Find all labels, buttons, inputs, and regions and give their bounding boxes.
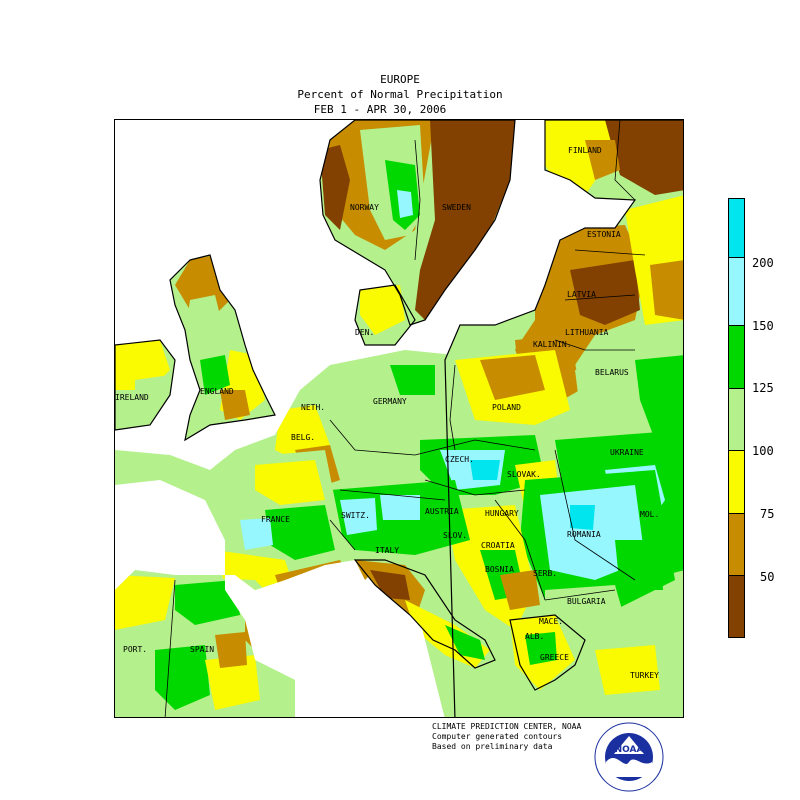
precip-zone-germany-north: [390, 365, 435, 395]
precip-zone-belarus-east: [635, 355, 683, 450]
country-label-bulgaria: BULGARIA: [567, 597, 606, 606]
country-label-mace: MACE.: [539, 617, 563, 626]
precip-zone-norway-wet: [397, 190, 413, 218]
country-label-serb: SERB.: [533, 569, 557, 578]
precip-zone-iberia-south: [205, 655, 260, 710]
country-label-belarus: BELARUS: [595, 368, 629, 377]
precip-zone-iberia-north: [115, 575, 175, 630]
country-label-spain: SPAIN: [190, 645, 214, 654]
country-label-turkey: TURKEY: [630, 671, 659, 680]
precip-zone-czech-very-wet: [470, 460, 500, 480]
country-label-germany: GERMANY: [373, 397, 407, 406]
country-label-bosnia: BOSNIA: [485, 565, 514, 574]
legend-label-75: 75: [760, 507, 775, 521]
precip-zone-iberia-east-dry: [255, 615, 287, 642]
country-label-mol: MOL.: [640, 510, 659, 519]
legend-label-150: 150: [752, 319, 774, 333]
precip-zone-romania-very-wet: [570, 505, 595, 530]
country-label-england: ENGLAND: [200, 387, 234, 396]
precip-zone-austria-wet: [380, 495, 420, 520]
precip-zone-greece-green: [525, 632, 557, 665]
country-label-france: FRANCE: [261, 515, 290, 524]
legend-swatch-150-200: [728, 257, 745, 326]
map-region-title: EUROPE: [380, 73, 420, 86]
precip-zone-italy-south-wet: [445, 625, 485, 660]
country-label-greece: GREECE: [540, 653, 569, 662]
country-label-croatia: CROATIA: [481, 541, 515, 550]
country-label-italy: ITALY: [375, 546, 399, 555]
country-label-den: DEN.: [355, 328, 374, 337]
country-label-austria: AUSTRIA: [425, 507, 459, 516]
precipitation-map: NORWAY SWEDEN FINLAND ESTONIA LATVIA LITHUANI…: [114, 119, 684, 718]
country-label-lithuania: LITHUANIA: [565, 328, 609, 337]
precip-zone-finland-tan: [585, 140, 620, 180]
country-labels: NORWAY SWEDEN FINLAND ESTONIA LATVIA LITHUANI…: [115, 146, 659, 680]
country-label-norway: NORWAY: [350, 203, 379, 212]
country-label-slov: SLOV.: [443, 531, 467, 540]
legend-swatch-50-75: [728, 513, 745, 576]
map-canvas: NORWAY SWEDEN FINLAND ESTONIA LATVIA LITHUANI…: [115, 120, 683, 717]
precip-zone-sweden-dry: [415, 120, 515, 320]
country-label-ukraine: UKRAINE: [610, 448, 644, 457]
precip-zone-france-wet: [240, 518, 273, 550]
precip-zone-iberia-wet: [175, 580, 240, 625]
country-label-czech: CZECH.: [445, 455, 474, 464]
country-label-ireland: IRELAND: [115, 393, 149, 402]
country-label-estonia: ESTONIA: [587, 230, 621, 239]
legend-swatch-125-150: [728, 325, 745, 389]
precip-zone-norway-coast: [320, 145, 350, 230]
precip-zone-france-central: [265, 505, 335, 560]
country-label-slovak: SLOVAK.: [507, 470, 541, 479]
noaa-bird-icon: [614, 736, 644, 754]
noaa-logo: NOAA: [594, 722, 664, 792]
legend-swatch-gt200: [728, 198, 745, 258]
coastlines: [115, 120, 683, 717]
country-borders: [164, 120, 646, 717]
precip-zone-iberia-east: [245, 595, 300, 660]
precip-zone-switzerland-wet: [340, 498, 377, 535]
country-label-kalinin: KALININ.: [533, 340, 572, 349]
precip-zone-turkey-yellow: [595, 645, 660, 695]
legend-label-125: 125: [752, 381, 774, 395]
precip-zone-iberia-southwest: [155, 645, 210, 710]
noaa-wave-icon: [606, 758, 652, 777]
country-label-neth: NETH.: [301, 403, 325, 412]
credit-line-3: Based on preliminary data: [432, 742, 553, 751]
country-label-latvia: LATVIA: [567, 290, 596, 299]
country-label-port: PORT.: [123, 645, 147, 654]
country-label-poland: POLAND: [492, 403, 521, 412]
country-label-hungary: HUNGARY: [485, 509, 519, 518]
country-label-switz: SWITZ.: [341, 511, 370, 520]
precip-zone-iberia-south-dry: [215, 632, 247, 668]
precip-zone-poland-dry: [480, 355, 545, 400]
country-label-alb: ALB.: [525, 632, 544, 641]
precip-zone-russia-tan: [650, 260, 683, 320]
legend-swatch-lt50: [728, 575, 745, 638]
legend-swatch-100-125: [728, 388, 745, 451]
precip-zone-finland-dry: [605, 120, 683, 195]
precip-zone-moldova: [615, 540, 663, 590]
precip-zone-italy-dry: [370, 570, 410, 600]
legend-label-100: 100: [752, 444, 774, 458]
legend-label-50: 50: [760, 570, 775, 584]
country-label-sweden: SWEDEN: [442, 203, 471, 212]
map-period: FEB 1 - APR 30, 2006: [313, 103, 447, 116]
country-label-finland: FINLAND: [568, 146, 602, 155]
precip-zone-england-dry: [220, 390, 250, 420]
credit-line-1: CLIMATE PREDICTION CENTER, NOAA: [432, 722, 582, 731]
precip-zone-france-north: [255, 460, 325, 505]
precip-zone-latvia-dry: [570, 260, 640, 325]
country-label-romania: ROMANIA: [567, 530, 601, 539]
precip-zone-denmark: [360, 285, 405, 335]
noaa-logo-text: NOAA: [615, 745, 644, 755]
precip-zone-serbia-tan: [500, 570, 540, 610]
precip-zone-england-wet: [200, 355, 230, 395]
country-label-belg: BELG.: [291, 433, 315, 442]
precip-zone-scotland-south: [185, 295, 225, 350]
credit-line-2: Computer generated contours: [432, 732, 563, 741]
legend-label-200: 200: [752, 256, 774, 270]
legend-swatch-75-100: [728, 450, 745, 514]
map-subtitle: Percent of Normal Precipitation: [297, 88, 503, 101]
